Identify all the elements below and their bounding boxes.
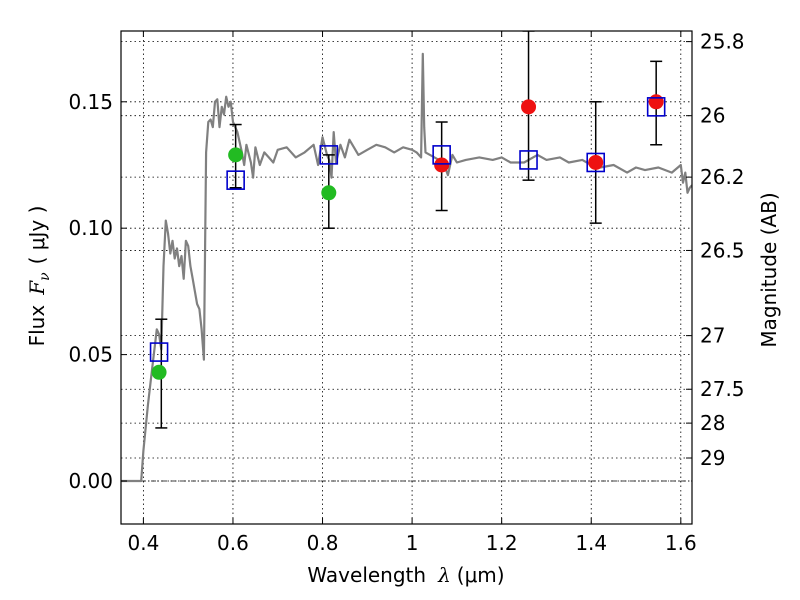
x-axis-label: Wavelength λ (μm) [307,563,504,587]
y2-tick-label: 27 [700,324,725,348]
points-layer [149,94,666,380]
x-tick-label: 1.6 [665,531,697,555]
model-photometry-square [149,342,169,362]
model-photometry-square [586,152,606,173]
y-tick-label: 0.15 [68,90,113,114]
observed-point [588,154,604,170]
model-spectrum-layer [121,52,692,483]
x-tick-label: 0.8 [307,531,339,555]
plot-frame [120,30,693,525]
y2-tick-label: 25.8 [700,30,745,54]
grid [121,31,692,524]
y2-tick-label: 26 [700,104,725,128]
x-tick-label: 0.6 [217,531,249,555]
observed-point [151,364,167,380]
y2-tick-label: 26.5 [700,238,745,262]
y2-tick-label: 28 [700,411,725,435]
x-axis-ticks: 0.4 0.6 0.8 1 1.2 1.4 1.6 [127,31,697,555]
observed-point [434,157,450,173]
y2-tick-label: 26.2 [700,165,745,189]
y-tick-label: 0.00 [68,469,113,493]
model-photometry-square [432,145,451,165]
observed-point [228,147,244,163]
y2-tick-label: 27.5 [700,377,745,401]
y-tick-label: 0.05 [68,343,113,367]
model-photometry-square [519,150,538,170]
x-tick-label: 1 [406,531,419,555]
observed-point [521,99,537,115]
model-photometry-square [226,170,245,190]
model-photometry-square [319,145,339,165]
x-tick-label: 1.4 [575,531,607,555]
y2-axis-ticks: 25.8 26 26.2 26.5 27 27.5 28 29 [686,30,745,470]
observed-point [648,94,664,110]
y-axis-ticks: 0.00 0.05 0.10 0.15 [68,90,127,493]
x-tick-label: 1.2 [486,531,518,555]
y-tick-label: 0.10 [68,216,113,240]
model-spectrum-line [121,52,692,483]
x-tick-label: 0.4 [127,531,159,555]
model-photometry-square [646,97,666,117]
y2-tick-label: 29 [700,446,725,470]
observed-point [321,185,337,201]
y-axis-label: FluxFν( μJy ) [25,206,53,347]
y2-axis-label: Magnitude (AB) [757,192,781,347]
